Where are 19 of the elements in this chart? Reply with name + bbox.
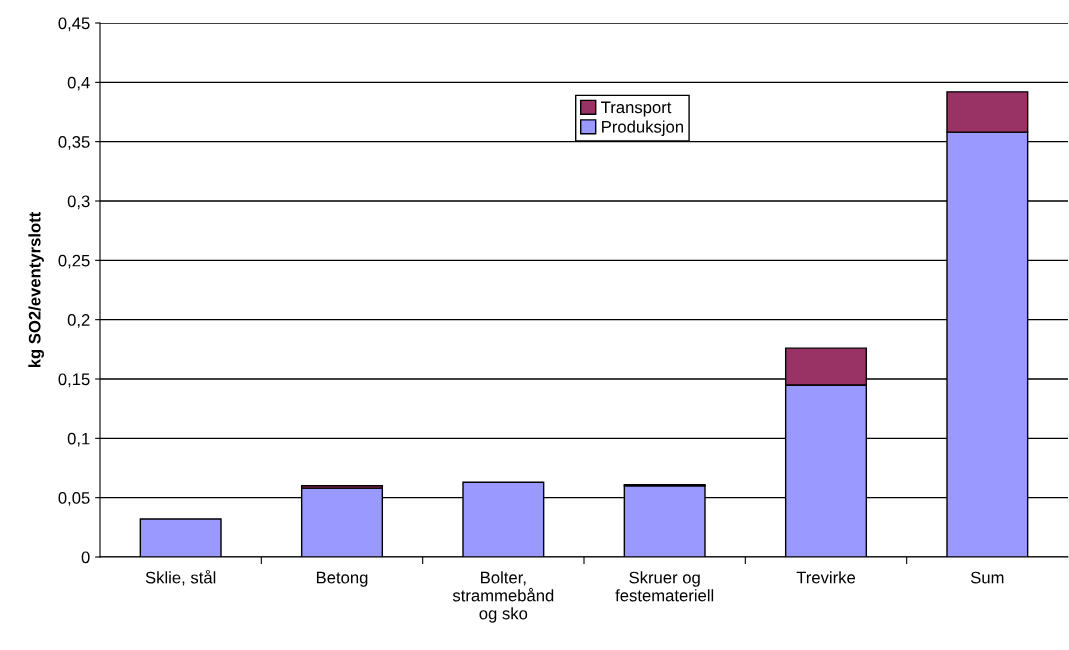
y-tick-label: 0,25 <box>58 254 90 269</box>
y-tick-label: 0,05 <box>58 492 90 506</box>
legend-label: Produksjon <box>602 120 684 136</box>
y-tick-label: 0,4 <box>67 76 90 91</box>
x-tick-label: Sklie, stål <box>145 569 216 586</box>
legend-label: Transport <box>601 101 672 117</box>
y-tick-label: 0,15 <box>58 373 90 388</box>
y-tick-label: 0 <box>81 551 90 564</box>
y-tick-label: 0,3 <box>67 195 90 210</box>
x-tick-label: Sum <box>970 571 1004 584</box>
x-tick-label: Bolter, strammebånd og sko <box>452 571 554 623</box>
y-axis-title: kg SO2/eventyrslott <box>28 211 44 368</box>
x-tick-label: Skruer og festemateriell <box>615 571 714 602</box>
y-tick-label: 0,45 <box>58 17 90 32</box>
y-tick-label: 0,2 <box>67 314 90 328</box>
y-tick-label: 0,35 <box>58 136 90 150</box>
x-tick-label: Betong <box>316 571 368 587</box>
x-tick-label: Trevirke <box>796 571 856 584</box>
y-tick-label: 0,1 <box>67 432 90 447</box>
